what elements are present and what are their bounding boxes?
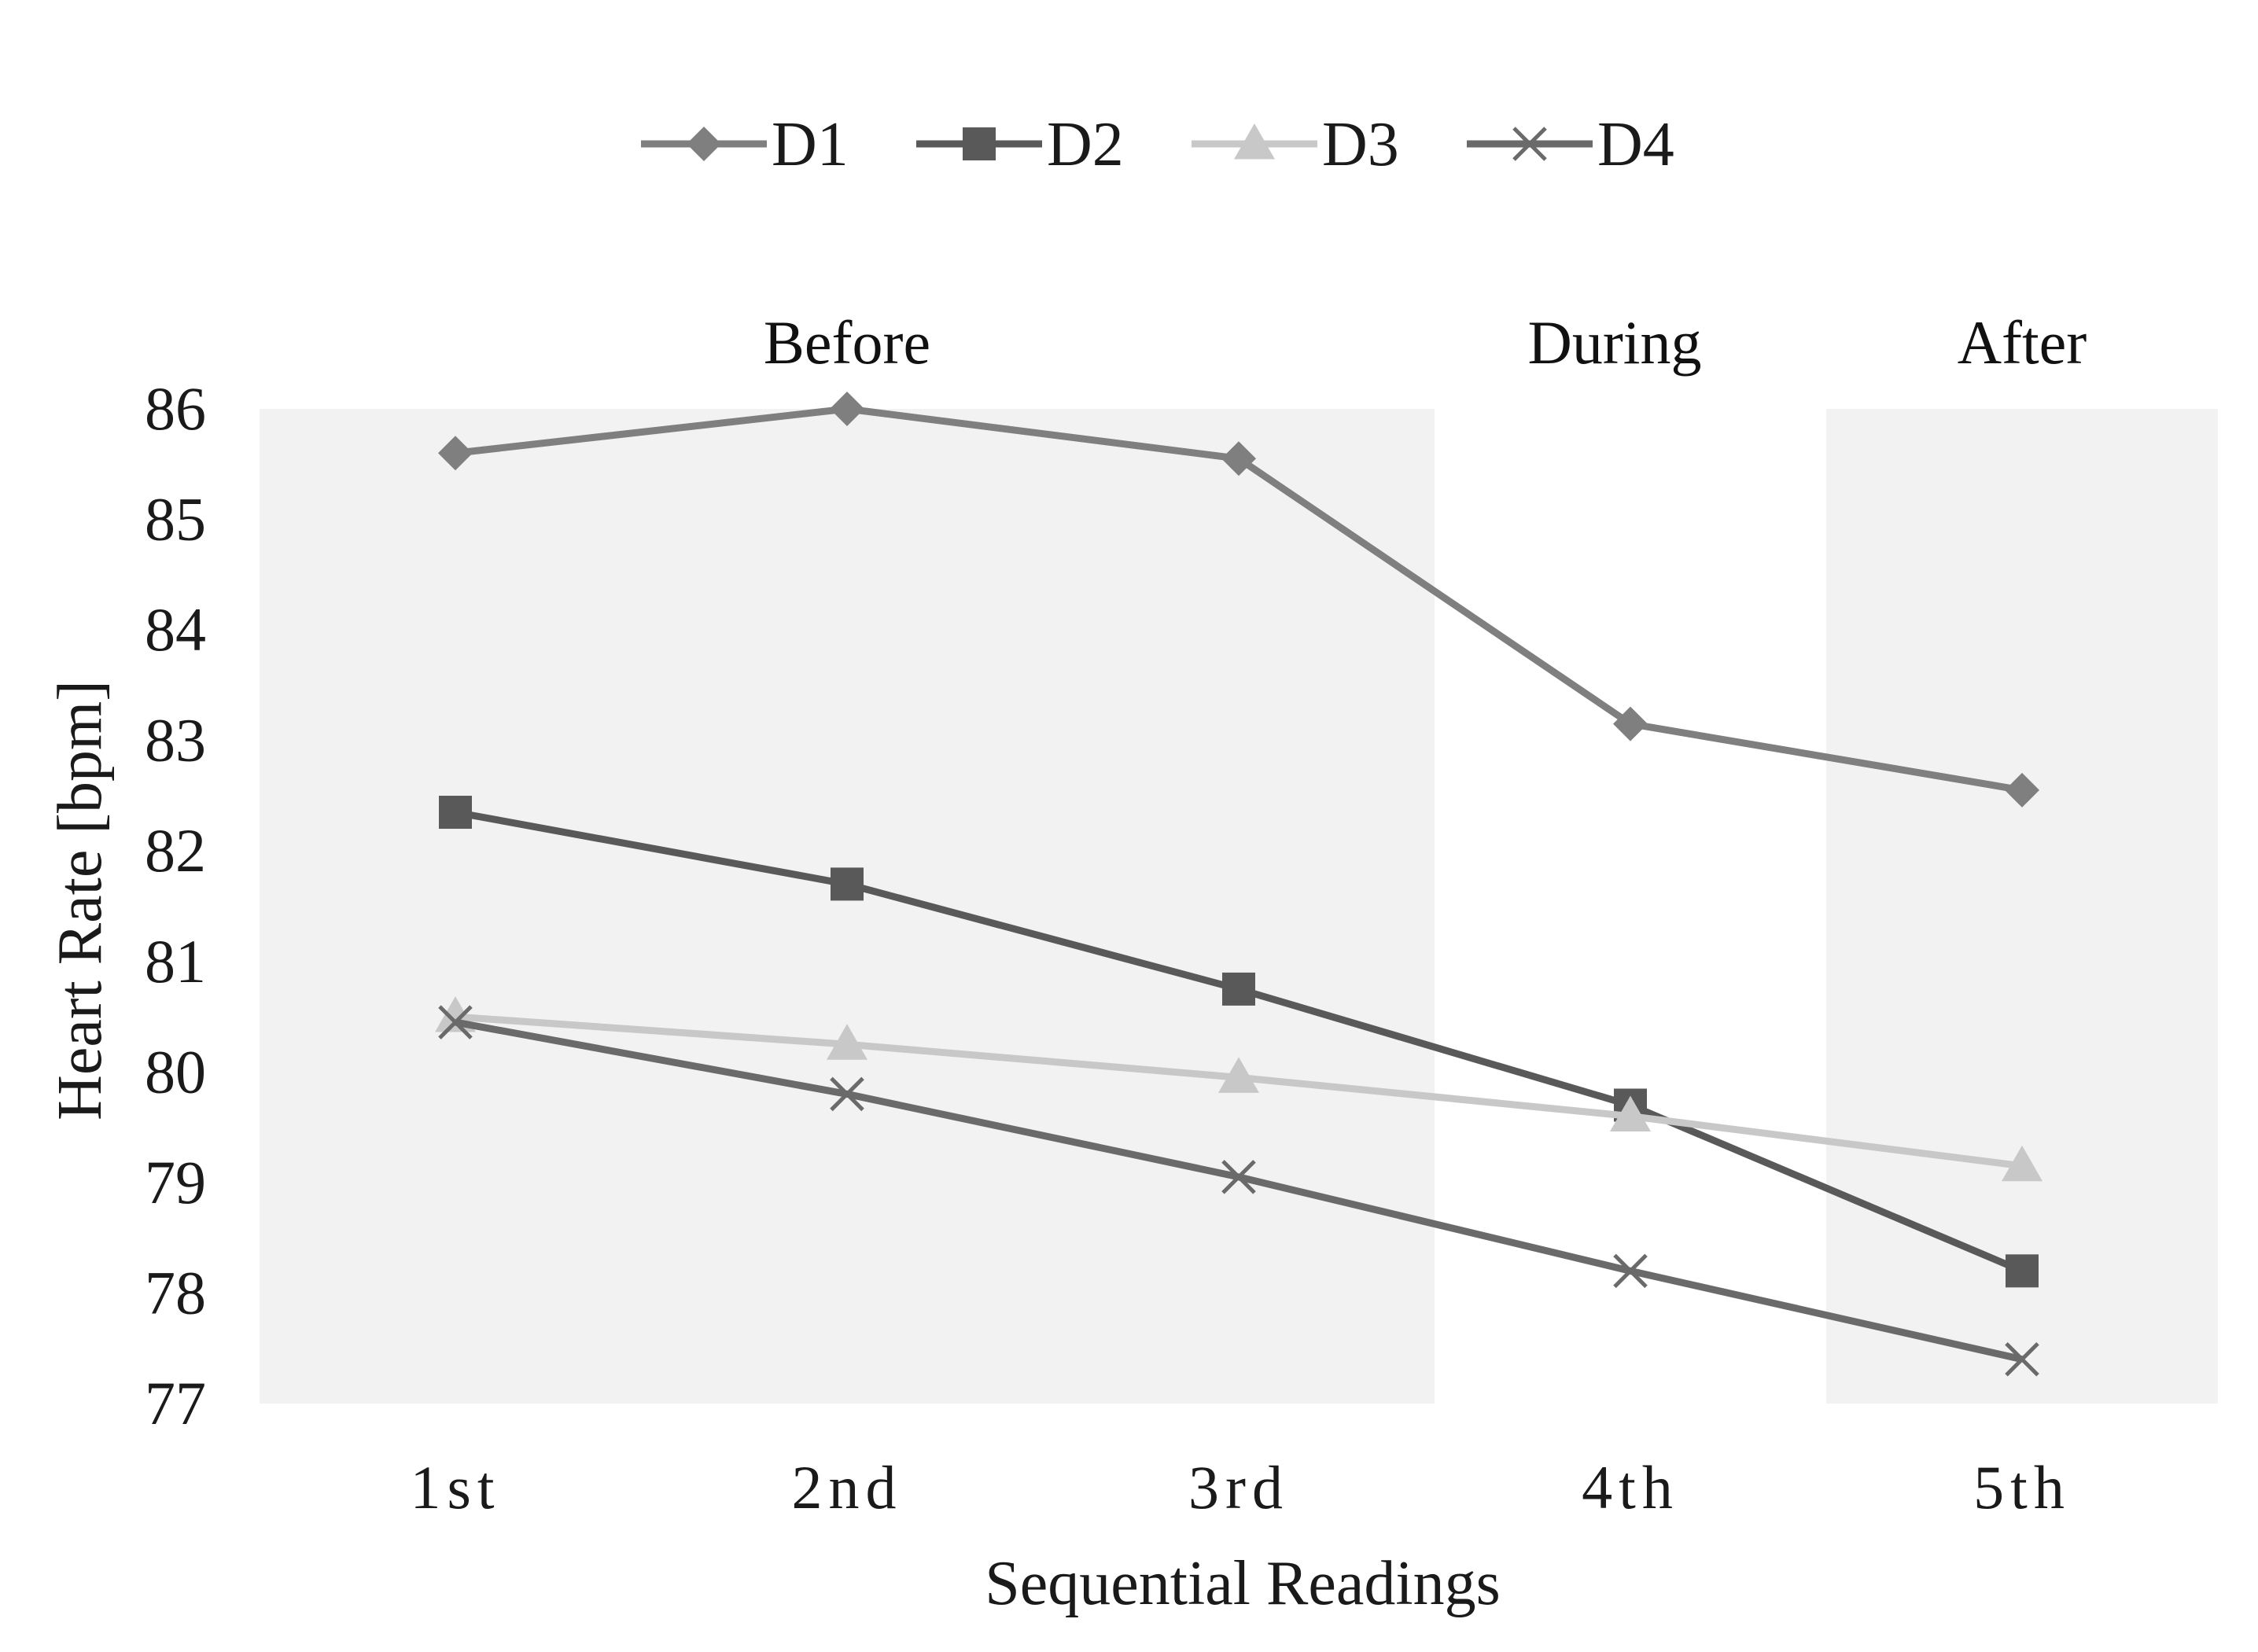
legend-marker-d3 xyxy=(1234,123,1275,160)
x-axis-ticks: 1st 2nd 3rd 4th 5th xyxy=(410,1453,2071,1521)
x-tick-label: 1st xyxy=(410,1453,500,1521)
legend-item-d3: D3 xyxy=(1192,110,1399,179)
legend-item-d2: D2 xyxy=(916,110,1124,179)
series-d4 xyxy=(438,1005,2039,1377)
legend-label-d4: D4 xyxy=(1597,110,1674,179)
x-tick-label: 5th xyxy=(1973,1453,2071,1521)
x-tick-label: 3rd xyxy=(1188,1453,1289,1521)
data-point-d1 xyxy=(830,392,864,426)
x-tick-label: 2nd xyxy=(792,1453,903,1521)
y-tick-label: 84 xyxy=(145,595,206,664)
data-point-d4 xyxy=(2005,1342,2039,1377)
data-point-d2 xyxy=(831,867,864,901)
data-point-d4 xyxy=(438,1005,473,1039)
data-point-d3 xyxy=(1610,1095,1651,1132)
data-point-d2 xyxy=(1222,972,1255,1006)
y-axis-ticks: 86 85 84 83 82 81 80 79 78 77 xyxy=(145,374,206,1437)
data-point-d3 xyxy=(827,1024,867,1060)
y-tick-label: 85 xyxy=(145,485,206,554)
legend-marker-d4 xyxy=(1512,127,1547,161)
series-d1 xyxy=(438,392,2039,808)
y-tick-label: 77 xyxy=(145,1369,206,1437)
y-tick-label: 82 xyxy=(145,816,206,885)
y-tick-label: 83 xyxy=(145,706,206,774)
series-d3 xyxy=(435,996,2043,1182)
y-tick-label: 81 xyxy=(145,927,206,995)
y-tick-label: 86 xyxy=(145,374,206,443)
phase-label-during: During xyxy=(1528,308,1702,377)
legend-marker-d1 xyxy=(687,127,721,161)
legend-label-d2: D2 xyxy=(1047,110,1124,179)
data-point-d3 xyxy=(1218,1057,1259,1093)
data-point-d1 xyxy=(1221,441,1256,476)
data-point-d2 xyxy=(2006,1254,2039,1288)
phase-bands xyxy=(260,409,2218,1404)
legend-label-d3: D3 xyxy=(1322,110,1399,179)
legend-label-d1: D1 xyxy=(772,110,849,179)
phase-band-after xyxy=(1826,409,2218,1404)
legend-item-d1: D1 xyxy=(641,110,849,179)
phase-labels: Before During After xyxy=(764,308,2087,377)
y-axis-title: Heart Rate [bpm] xyxy=(46,680,115,1120)
y-tick-label: 79 xyxy=(145,1148,206,1216)
series-layer xyxy=(435,392,2043,1377)
x-tick-label: 4th xyxy=(1582,1453,1679,1521)
series-d2 xyxy=(439,796,2039,1288)
phase-label-before: Before xyxy=(764,308,930,377)
data-point-d1 xyxy=(1613,706,1648,741)
data-point-d1 xyxy=(438,436,473,471)
y-tick-label: 78 xyxy=(145,1258,206,1326)
legend-item-d4: D4 xyxy=(1467,110,1674,179)
legend-marker-d2 xyxy=(963,127,996,160)
x-axis-title: Sequential Readings xyxy=(985,1549,1500,1618)
legend: D1 D2 D3 D4 xyxy=(641,110,1674,179)
y-tick-label: 80 xyxy=(145,1037,206,1106)
data-point-d1 xyxy=(2005,772,2039,808)
phase-label-after: After xyxy=(1958,308,2087,377)
data-point-d4 xyxy=(1613,1253,1648,1289)
data-point-d4 xyxy=(1221,1160,1256,1194)
phase-band-before xyxy=(260,409,1435,1404)
data-point-d2 xyxy=(439,796,472,830)
data-point-d3 xyxy=(2002,1145,2043,1182)
data-point-d4 xyxy=(830,1076,864,1112)
